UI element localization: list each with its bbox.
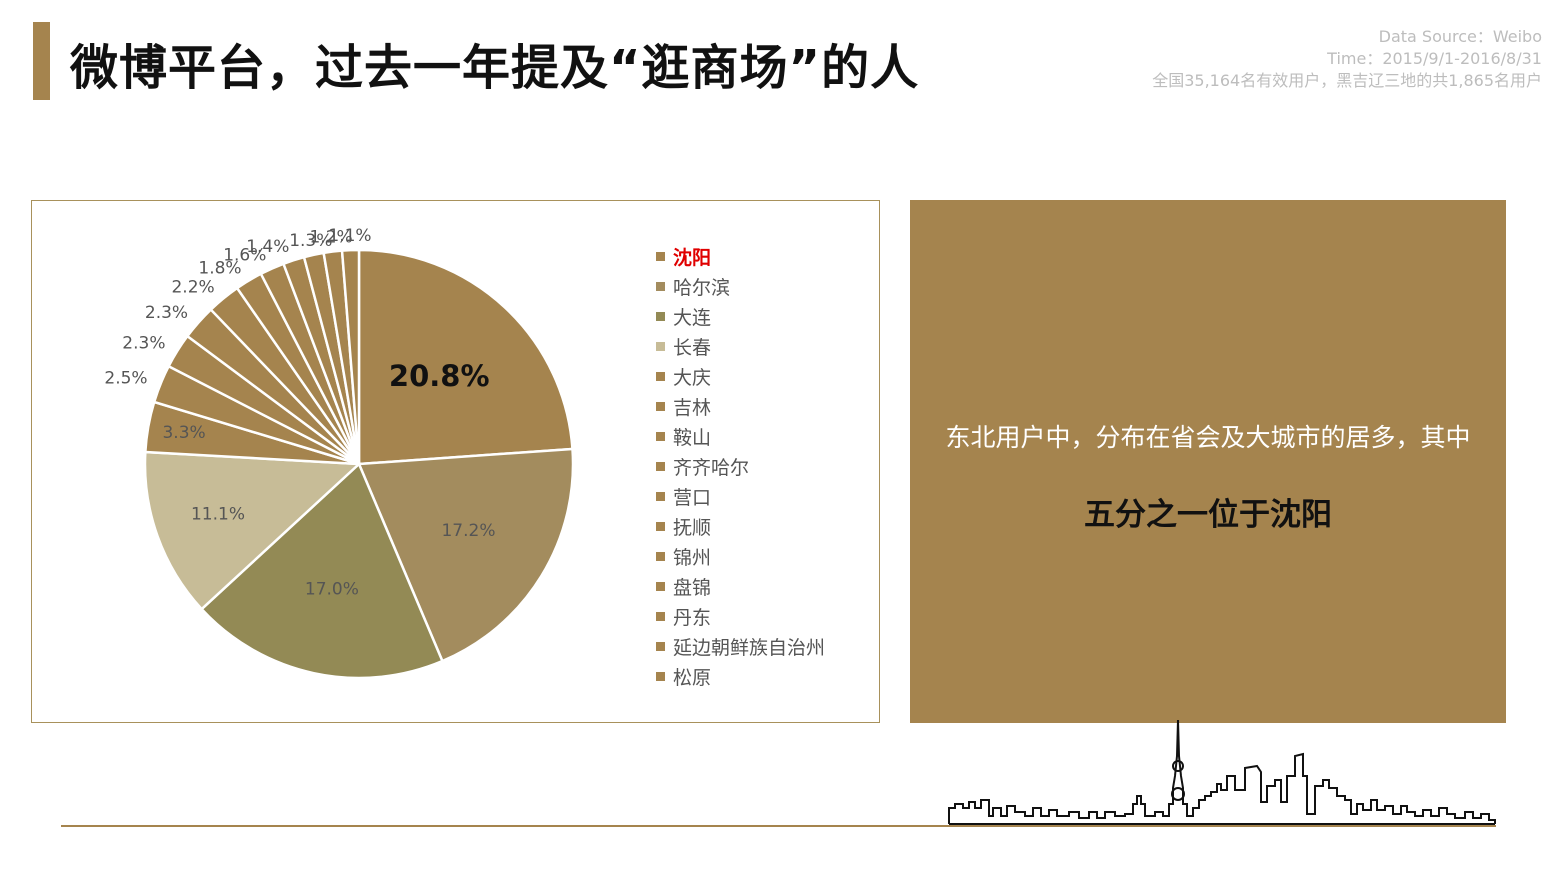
data-label-7: 2.3% xyxy=(122,333,165,353)
legend-item: 大庆 xyxy=(656,361,825,391)
data-label-5: 3.3% xyxy=(162,423,205,443)
legend-item: 沈阳 xyxy=(656,241,825,271)
legend-item: 盘锦 xyxy=(656,571,825,601)
legend-swatch xyxy=(656,311,665,321)
user-count-line: 全国35,164名有效用户，黑吉辽三地的共1,865名用户 xyxy=(1152,71,1542,90)
legend-item: 延边朝鲜族自治州 xyxy=(656,631,825,661)
legend-label: 松原 xyxy=(673,666,712,689)
legend-label: 吉林 xyxy=(673,396,712,419)
chart-legend: 沈阳哈尔滨大连长春大庆吉林鞍山齐齐哈尔营口抚顺锦州盘锦丹东延边朝鲜族自治州 松原 xyxy=(656,241,825,691)
legend-item: 吉林 xyxy=(656,391,825,421)
legend-label: 大庆 xyxy=(673,366,712,389)
data-label-13: 1.3% xyxy=(289,231,332,251)
source-line: Data Source：Weibo xyxy=(1378,27,1542,46)
data-label-12: 1.4% xyxy=(246,237,289,257)
legend-swatch xyxy=(656,431,665,441)
pie-chart: 20.8% 17.2% 17.0% 11.1% 3.3% 2.5% 2.3% 2.3% 2.2%… xyxy=(104,226,575,680)
title-accent-bar xyxy=(33,22,50,100)
legend-swatch xyxy=(656,251,665,261)
pie-slice-4 xyxy=(143,450,363,611)
legend-swatch xyxy=(656,491,665,501)
legend-item: 鞍山 xyxy=(656,421,825,451)
legend-swatch xyxy=(656,551,665,561)
legend-swatch xyxy=(656,611,665,621)
time-range-line: Time：2015/9/1-2016/8/31 xyxy=(1327,49,1542,68)
legend-label: 鞍山 xyxy=(673,426,712,449)
pie-chart-panel: 20.8% 17.2% 17.0% 11.1% 3.3% 2.5% 2.3% 2.3% 2.2%… xyxy=(31,200,880,723)
legend-swatch xyxy=(656,401,665,411)
data-label-6: 2.5% xyxy=(104,369,147,389)
insight-text: 东北用户中，分布在省会及大城市的居多，其中 xyxy=(945,423,1471,452)
page-title: 微博平台，过去一年提及“逛商场”的人 xyxy=(70,40,920,96)
legend-item: 丹东 xyxy=(656,601,825,631)
legend-label: 大连 xyxy=(673,306,712,329)
data-label-14: 1.2% xyxy=(309,228,352,248)
legend-label: 长春 xyxy=(673,336,712,359)
legend-item: 大连 xyxy=(656,301,825,331)
legend-label: 沈阳 xyxy=(673,246,712,269)
legend-item: 锦州 xyxy=(656,541,825,571)
legend-swatch xyxy=(656,671,665,681)
city-skyline-illustration xyxy=(948,719,1496,825)
data-label-11: 1.6% xyxy=(223,246,266,266)
data-source-note: Data Source：Weibo Time：2015/9/1-2016/8/3… xyxy=(1152,26,1542,92)
legend-label: 营口 xyxy=(673,486,712,509)
pie-slice-2 xyxy=(357,447,575,663)
legend-label: 盘锦 xyxy=(673,576,712,599)
legend-swatch xyxy=(656,641,665,651)
legend-item: 抚顺 xyxy=(656,511,825,541)
data-label-2: 17.2% xyxy=(441,521,495,541)
legend-swatch xyxy=(656,341,665,351)
legend-label: 延边朝鲜族自治州 xyxy=(673,636,826,659)
pie-slice-15 xyxy=(340,248,361,465)
data-label-10: 1.8% xyxy=(198,259,241,279)
data-label-15: 1.1% xyxy=(328,226,371,246)
legend-swatch xyxy=(656,281,665,291)
pie-slice-3 xyxy=(199,461,445,680)
data-label-9: 2.2% xyxy=(171,278,214,298)
data-label-8: 2.3% xyxy=(145,303,188,323)
legend-label: 丹东 xyxy=(673,606,712,629)
legend-item: 齐齐哈尔 xyxy=(656,451,825,481)
legend-item: 哈尔滨 xyxy=(656,271,825,301)
insight-highlight: 五分之一位于沈阳 xyxy=(1084,497,1332,533)
insight-panel: 东北用户中，分布在省会及大城市的居多，其中 五分之一位于沈阳 xyxy=(910,200,1506,723)
pie-slice-1 xyxy=(357,248,574,466)
footer-rule xyxy=(61,825,1496,827)
legend-item: 营口 xyxy=(656,481,825,511)
legend-label: 抚顺 xyxy=(673,516,712,539)
legend-swatch xyxy=(656,461,665,471)
legend-item: 松原 xyxy=(656,661,825,691)
data-label-1: 20.8% xyxy=(389,359,490,393)
legend-swatch xyxy=(656,521,665,531)
legend-item: 长春 xyxy=(656,331,825,361)
data-label-4: 11.1% xyxy=(191,505,245,525)
legend-swatch xyxy=(656,581,665,591)
legend-swatch xyxy=(656,371,665,381)
legend-label: 齐齐哈尔 xyxy=(673,456,750,479)
legend-label: 哈尔滨 xyxy=(673,276,731,299)
data-label-3: 17.0% xyxy=(305,580,359,600)
legend-label: 锦州 xyxy=(673,546,712,569)
